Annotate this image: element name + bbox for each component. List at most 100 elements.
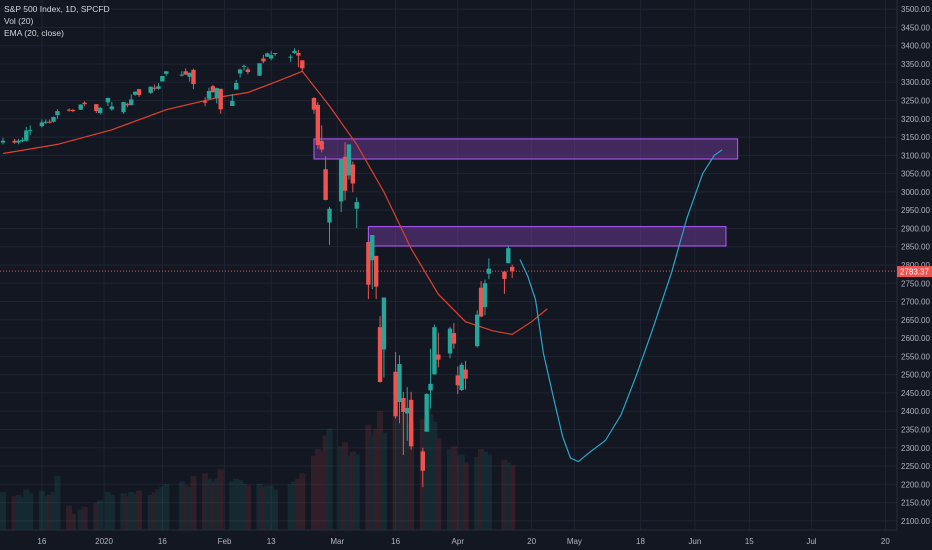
candle-body — [82, 102, 87, 105]
resistance-zone-2 — [367, 226, 727, 247]
candle — [509, 264, 515, 279]
candle — [94, 104, 99, 113]
candle — [191, 68, 196, 90]
candle — [420, 447, 425, 488]
candle-body — [424, 394, 429, 432]
volume-bar — [256, 484, 263, 530]
volume-bar — [66, 505, 73, 530]
time-tick-label: Mar — [330, 537, 344, 546]
candle-body — [405, 407, 410, 414]
current-price-badge — [897, 266, 932, 278]
price-tick-label: 3400.00 — [901, 42, 930, 51]
volume-bar — [178, 481, 185, 530]
volume-bar — [373, 428, 380, 530]
candle-body — [272, 53, 278, 54]
candle-body — [136, 89, 142, 96]
candle-body — [24, 130, 29, 141]
candle-body — [350, 164, 356, 184]
candle — [463, 360, 468, 390]
candle-body — [300, 60, 305, 69]
time-tick-label: Jun — [688, 537, 701, 546]
candle — [292, 48, 297, 54]
volume-bar — [27, 493, 34, 530]
candle-body — [377, 327, 383, 382]
candle — [237, 68, 243, 78]
candle-body — [482, 283, 488, 308]
candle — [24, 126, 29, 142]
candle-body — [183, 71, 188, 75]
volume-bar — [392, 415, 399, 530]
price-tick-label: 2800.00 — [901, 261, 930, 270]
price-tick-label: 2950.00 — [901, 206, 930, 215]
candle — [393, 351, 398, 419]
candle-body — [55, 111, 60, 116]
candle — [506, 246, 511, 264]
candle — [401, 391, 406, 456]
candle — [125, 102, 130, 108]
price-tick-label: 3100.00 — [901, 151, 930, 160]
candle-body — [20, 139, 25, 141]
volume-bar — [182, 485, 189, 530]
price-tick-label: 2400.00 — [901, 407, 930, 416]
candle — [405, 387, 410, 441]
volume-bar — [132, 493, 139, 530]
volume-bar — [108, 494, 115, 530]
volume-bar — [151, 492, 158, 530]
volume-bar — [450, 446, 457, 530]
volume-bar — [345, 455, 352, 530]
price-tick-label: 2850.00 — [901, 243, 930, 252]
volume-bar — [213, 478, 220, 530]
volume-bar — [147, 494, 154, 530]
candle — [482, 279, 488, 316]
candle-body — [39, 122, 45, 127]
candle — [296, 49, 301, 68]
candle-body — [502, 271, 507, 279]
time-tick-label: 16 — [37, 537, 46, 546]
projection-path — [519, 149, 723, 463]
price-tick-label: 2350.00 — [901, 425, 930, 434]
candle-body — [51, 116, 56, 122]
candle — [377, 316, 383, 383]
volume-bar — [474, 457, 481, 530]
candle-body — [327, 208, 332, 223]
candle-body — [420, 451, 425, 471]
time-tick-label: 15 — [745, 537, 754, 546]
volume-bar — [217, 469, 224, 530]
volume-bar — [322, 435, 329, 530]
volume-bar — [342, 442, 349, 530]
candle-body — [237, 69, 243, 74]
candle-body — [187, 72, 192, 77]
candle — [82, 101, 87, 107]
volume-bar — [408, 422, 415, 530]
time-tick-label: Apr — [452, 537, 465, 546]
candle — [214, 87, 219, 104]
candle-body — [210, 86, 216, 93]
candle — [478, 281, 484, 318]
candle — [257, 63, 262, 77]
candle-body — [129, 99, 134, 105]
candle-body — [152, 87, 157, 89]
price-tick-label: 2250.00 — [901, 462, 930, 471]
volume-bar — [310, 455, 317, 530]
candle — [187, 72, 192, 82]
candle-body — [47, 121, 52, 123]
volume-bar — [93, 503, 100, 530]
candle — [319, 125, 324, 153]
candle — [164, 71, 169, 76]
candle — [109, 101, 115, 111]
candle-body — [241, 65, 247, 67]
volume-bar — [240, 484, 247, 530]
candle — [105, 97, 111, 106]
volume-bar — [124, 496, 131, 530]
volume-bar — [287, 484, 294, 530]
candle-body — [338, 159, 344, 202]
time-tick-label: 16 — [391, 537, 400, 546]
candle-body — [16, 140, 21, 143]
candle — [311, 97, 317, 114]
volume-bar — [423, 428, 430, 530]
candle-body — [218, 88, 223, 110]
volume-bar — [229, 481, 236, 530]
candle — [475, 310, 480, 348]
